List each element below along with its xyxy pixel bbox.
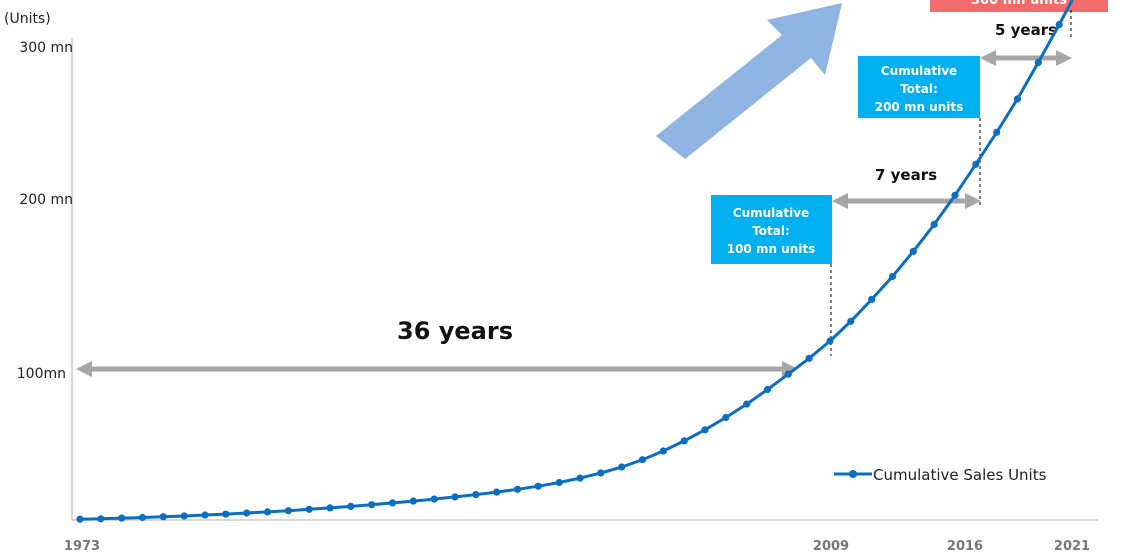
total-300mn-label: 300 mn units [971,0,1067,8]
total-200mn-box [858,56,980,118]
data-point-2017 [993,128,1001,136]
y-tick-label-200: 200 mn [19,192,73,208]
total-100mn-box [711,195,832,264]
data-point-1991 [451,493,459,501]
data-point-2010 [847,317,855,325]
data-point-1974 [97,515,105,523]
data-point-1998 [597,469,605,477]
total-100mn-line-2: Total: [752,224,790,238]
total-100mn-line-3: 100 mn units [727,242,816,256]
span-5-years-label: 5 years [995,21,1057,39]
data-point-1978 [180,512,188,520]
x-tick-label-2009: 2009 [813,539,849,553]
data-point-1979 [201,511,209,519]
data-point-2020 [1055,21,1063,29]
data-point-1995 [534,482,542,490]
data-point-2001 [659,447,667,455]
span-7-years-label: 7 years [875,166,937,184]
data-point-1986 [347,502,355,510]
x-tick-label-2021: 2021 [1054,539,1090,553]
data-point-2008 [805,354,813,362]
data-point-1993 [493,488,501,496]
x-tick-label-2016: 2016 [947,539,983,553]
legend: Cumulative Sales Units [834,466,1047,484]
data-point-2013 [909,247,917,255]
data-point-2004 [722,413,730,422]
data-point-1997 [576,474,584,482]
y-unit-label: (Units) [4,11,51,27]
data-point-2009 [826,337,834,345]
total-200mn-line-3: 200 mn units [875,100,964,114]
data-point-2019 [1034,58,1042,66]
data-point-1982 [263,508,272,516]
x-tick-label-1973: 1973 [64,539,100,553]
data-point-2003 [701,426,709,434]
data-point-2011 [868,295,876,303]
total-200mn-line-2: Total: [900,82,938,96]
data-point-1999 [618,463,626,471]
data-point-1989 [409,497,417,505]
cumulative-sales-series [76,0,1074,523]
data-point-2018 [1013,95,1022,103]
y-tick-label-300: 300 mn [19,40,73,56]
data-point-1975 [118,514,126,522]
y-tick-label-100: 100mn [17,366,66,382]
data-point-2000 [638,456,647,464]
data-point-1988 [388,499,397,507]
data-point-1996 [555,478,563,487]
total-100mn-line-1: Cumulative [733,206,809,220]
trend-arrow-icon [656,3,842,159]
data-point-1992 [472,491,480,499]
data-point-1984 [305,505,313,513]
data-point-2007 [784,370,792,378]
data-point-2014 [930,220,938,228]
legend-marker-icon [849,470,857,478]
data-point-1973 [76,515,84,523]
data-point-1976 [138,513,147,522]
data-point-2006 [763,385,772,394]
data-point-1983 [284,507,292,515]
total-300mn-label-box [930,0,1108,12]
data-point-1987 [368,501,376,509]
data-point-1985 [326,504,334,512]
data-point-1994 [513,485,522,493]
span-36-years-label: 36 years [397,317,513,345]
data-point-1977 [159,513,167,521]
total-200mn-line-1: Cumulative [881,64,957,78]
data-point-2005 [743,400,751,408]
data-point-2016 [972,160,980,168]
legend-label: Cumulative Sales Units [873,466,1047,484]
data-point-2015 [951,191,959,199]
data-point-2002 [680,437,688,445]
data-point-2012 [888,272,897,281]
data-point-1980 [222,510,230,518]
data-point-1981 [243,509,251,517]
data-point-1990 [430,495,438,503]
